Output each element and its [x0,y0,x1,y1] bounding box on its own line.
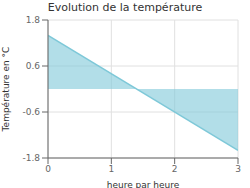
svg-text:0.6: 0.6 [26,61,41,71]
svg-text:heure par heure: heure par heure [107,180,180,188]
svg-text:2: 2 [172,164,178,174]
html-text:Evolution de la température: Evolution de la température [47,1,203,14]
svg-text:-0.6: -0.6 [22,107,40,117]
svg-text:1.8: 1.8 [26,16,41,25]
svg-text:0: 0 [45,164,51,174]
svg-text:3: 3 [235,164,241,174]
svg-text:1: 1 [108,164,114,174]
svg-text:Température en °C: Température en °C [8,47,11,133]
svg-text:-1.8: -1.8 [22,153,40,163]
